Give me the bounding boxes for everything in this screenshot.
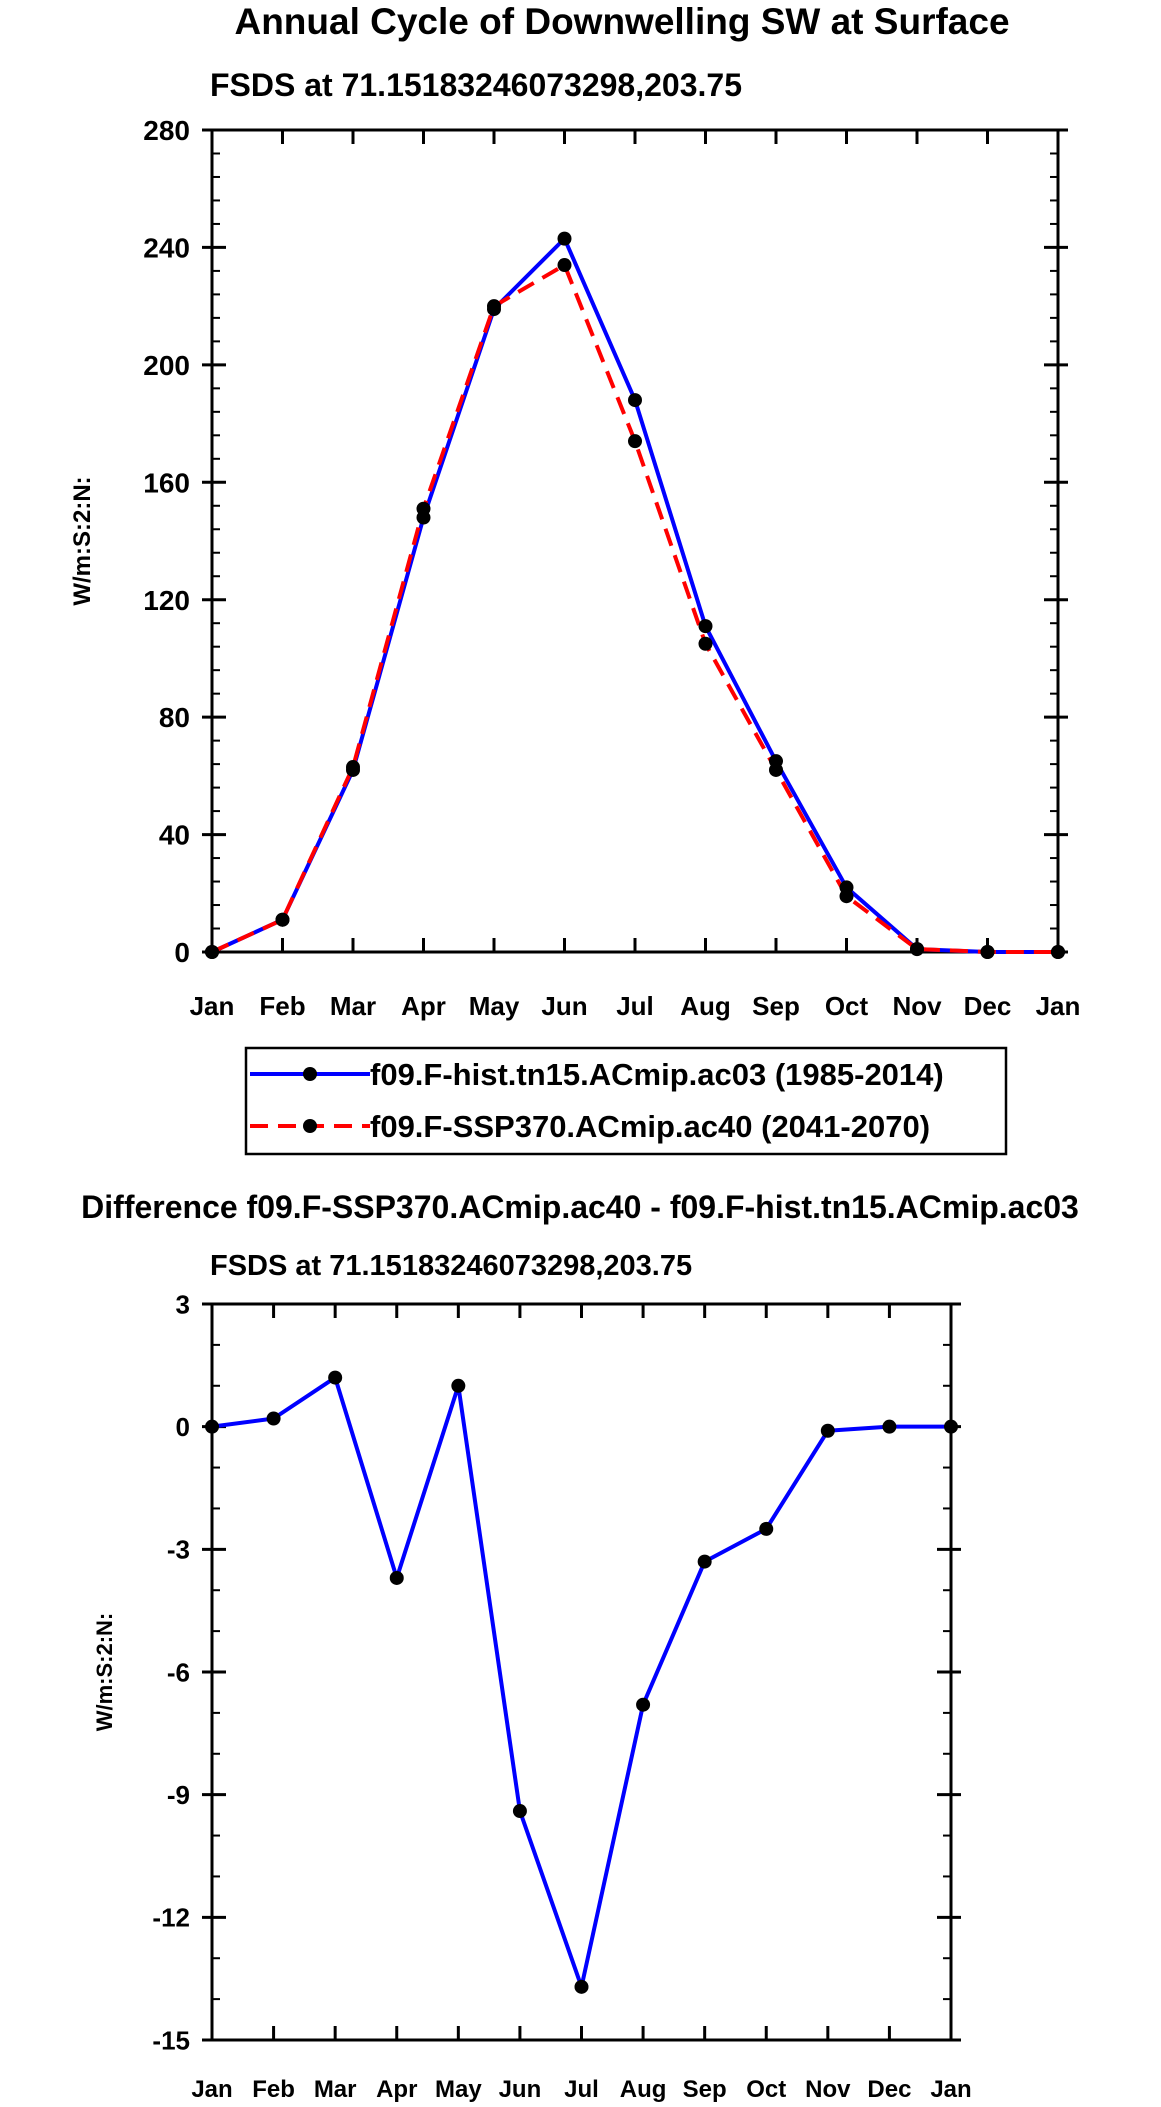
chart1-point — [557, 258, 572, 273]
chart2-ylabel: W/m:S:2:N: — [92, 1613, 117, 1732]
chart1-ylabel: W/m:S:2:N: — [69, 476, 96, 605]
chart2-point — [944, 1419, 958, 1434]
chart2-point — [266, 1411, 281, 1426]
chart1-xtick-label: Jul — [616, 991, 654, 1021]
legend-label-ssp: f09.F-SSP370.ACmip.ac40 (2041-2070) — [370, 1109, 930, 1144]
legend-label-hist: f09.F-hist.tn15.ACmip.ac03 (1985-2014) — [370, 1057, 944, 1092]
chart2-title: Difference f09.F-SSP370.ACmip.ac40 - f09… — [81, 1189, 1079, 1225]
chart1-point — [346, 760, 360, 775]
chart1-xtick-label: May — [469, 991, 520, 1021]
chart1-series-line-0 — [211, 236, 1058, 954]
chart2-xtick-label: May — [435, 2076, 482, 2103]
chart2-xtick-label: Jan — [930, 2076, 971, 2103]
chart2-ytick-label: 3 — [176, 1289, 190, 1319]
chart2-xtick-label: Nov — [805, 2076, 851, 2103]
chart2-xtick-label: Mar — [314, 2076, 357, 2103]
chart1-xtick-label: Jan — [1036, 991, 1081, 1021]
chart1-point — [980, 945, 995, 959]
chart1-subtitle: FSDS at 71.15183246073298,203.75 — [210, 67, 742, 103]
chart2-ytick-label: 0 — [176, 1412, 190, 1442]
chart2-xtick-label: Jan — [191, 2076, 232, 2103]
chart2-xtick-label: Sep — [683, 2076, 727, 2103]
chart1-point — [416, 501, 431, 516]
chart2-ytick-label: -6 — [167, 1657, 190, 1687]
chart1-point — [698, 619, 713, 634]
legend-marker-hist — [303, 1067, 317, 1081]
chart2-plot: Jan Feb Mar Apr May Jun Jul Aug Sep Oct Nov Dec Jan-… — [92, 1289, 972, 2103]
chart2-subtitle: FSDS at 71.15183246073298,203.75 — [210, 1250, 692, 1282]
chart2-point — [636, 1697, 651, 1712]
chart2-point — [697, 1554, 712, 1569]
chart1-ytick-label: 240 — [143, 233, 190, 264]
chart2-ytick-label: -12 — [152, 1903, 190, 1933]
chart2-point — [512, 1804, 527, 1819]
chart2-point — [574, 1979, 589, 1994]
chart1-point — [769, 762, 783, 777]
chart1-xtick-label: Aug — [680, 991, 731, 1021]
chart1-point — [698, 636, 713, 651]
chart1-xtick-label: Sep — [752, 991, 800, 1021]
chart2-point — [328, 1370, 343, 1385]
legend: f09.F-hist.tn15.ACmip.ac03 (1985-2014) f… — [244, 1046, 1008, 1156]
chart1-xtick-label: Jan — [190, 991, 235, 1021]
chart2-ytick-label: -9 — [167, 1780, 190, 1810]
chart1-xtick-label: Oct — [825, 991, 869, 1021]
chart2-xtick-label: Feb — [252, 2076, 295, 2103]
chart1-ytick-label: 80 — [159, 702, 190, 733]
chart2-ytick-label: -15 — [152, 2025, 190, 2055]
chart1-point — [205, 945, 219, 959]
chart1-point — [557, 231, 572, 246]
chart2-xtick-label: Dec — [867, 2076, 911, 2103]
chart1-point — [628, 393, 642, 408]
chart1-xtick-label: Jun — [541, 991, 587, 1021]
chart2-point — [820, 1423, 835, 1438]
legend-box — [244, 1046, 1008, 1156]
chart2-ytick-label: -3 — [167, 1535, 190, 1565]
chart2-point — [389, 1570, 404, 1585]
legend-marker-ssp — [303, 1119, 317, 1133]
chart1-frame — [210, 128, 1060, 954]
chart2-series-line-0 — [211, 1375, 951, 1989]
chart1-xtick-label: Apr — [401, 991, 446, 1021]
chart1-xtick-label: Mar — [330, 991, 376, 1021]
chart2-point — [205, 1419, 219, 1434]
chart2-xtick-label: Oct — [746, 2076, 786, 2103]
chart1-title: Annual Cycle of Downwelling SW at Surfac… — [234, 1, 1009, 42]
chart2-point — [451, 1378, 466, 1393]
chart1-xtick-label: Feb — [259, 991, 305, 1021]
chart2-frame — [210, 1302, 953, 2042]
chart1-plot: Jan Feb Mar Apr May Jun Jul Aug Sep Oct Nov Dec Jan0… — [69, 115, 1080, 1021]
chart1-point — [839, 889, 854, 904]
chart1-xtick-label: Dec — [964, 991, 1012, 1021]
chart1-ytick-label: 0 — [174, 937, 190, 968]
chart1-xtick-label: Nov — [892, 991, 942, 1021]
chart1-ytick-label: 200 — [143, 350, 190, 381]
chart2-xtick-label: Jun — [499, 2076, 542, 2103]
chart1-ytick-label: 160 — [143, 467, 190, 498]
chart1-point — [1051, 945, 1065, 959]
chart2-xtick-label: Aug — [620, 2076, 667, 2103]
chart1-series-line-1 — [211, 263, 1058, 954]
chart2-xtick-label: Jul — [564, 2076, 599, 2103]
chart1-point — [628, 434, 642, 449]
chart1-point — [910, 942, 924, 957]
chart2-point — [759, 1521, 774, 1536]
chart2-xtick-label: Apr — [376, 2076, 417, 2103]
chart1-ytick-label: 40 — [159, 820, 190, 851]
chart2-point — [882, 1419, 897, 1434]
chart1-point — [487, 299, 501, 314]
chart1-ytick-label: 120 — [143, 585, 190, 616]
chart1-ytick-label: 280 — [143, 115, 190, 146]
chart1-point — [275, 912, 290, 927]
